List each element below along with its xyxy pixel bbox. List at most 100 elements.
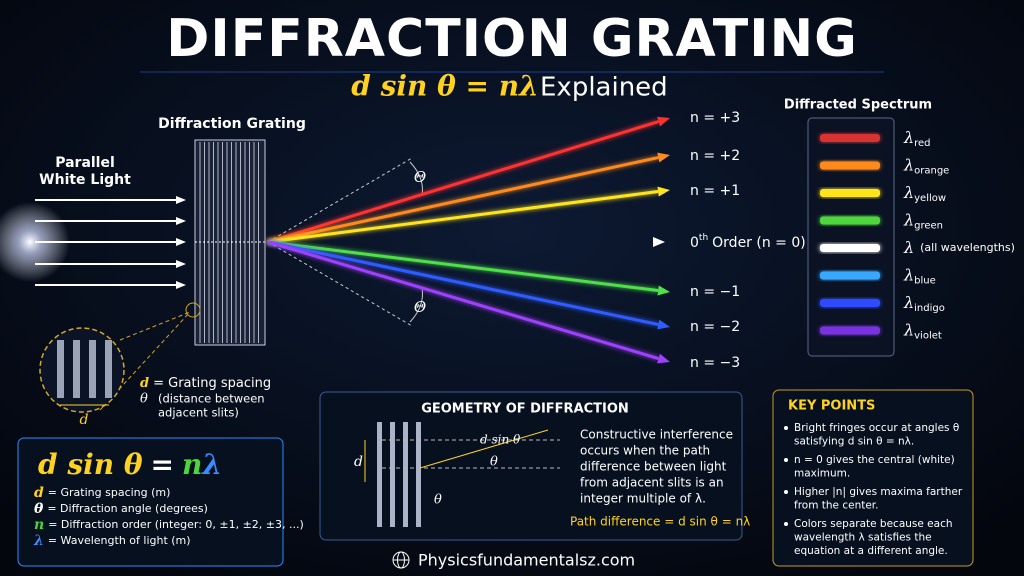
formula-lambda: λ	[201, 448, 222, 481]
order-label: n = −2	[690, 319, 740, 335]
key-point-line: wavelength λ satisfies the	[794, 532, 932, 544]
angle-guide	[267, 157, 413, 243]
subscript: indigo	[914, 303, 945, 314]
geometry-text: Constructive interference occurs when the…	[580, 428, 733, 506]
bullet	[784, 490, 788, 494]
slit	[105, 340, 112, 398]
formula-definitions: d = Grating spacing (m) θ = Diffraction ang…	[33, 485, 304, 549]
d-symbol: d	[140, 376, 149, 391]
angle-symbol: Θ	[414, 298, 426, 316]
spectrum-bar	[820, 244, 880, 252]
geometry-title: GEOMETRY OF DIFFRACTION	[421, 402, 629, 417]
definition-text: = Grating spacing (m)	[48, 486, 171, 499]
definition: n = Diffraction order (integer: 0, ±1, ±2…	[34, 517, 304, 533]
source-label: Parallel	[55, 155, 115, 171]
spectrum-label: λviolet	[903, 320, 942, 342]
spectrum-bar	[820, 326, 880, 335]
spectrum-bar	[820, 216, 880, 225]
inset-focus	[185, 302, 201, 318]
arrow-head	[176, 260, 186, 268]
slit	[73, 340, 80, 398]
definition-text: = Diffraction order (integer: 0, ±1, ±2,…	[48, 518, 304, 531]
geometry-path: d sin θ	[480, 433, 521, 447]
formula-box	[17, 437, 284, 567]
arrow-head	[176, 238, 186, 246]
geometry-angle: θ	[490, 455, 498, 470]
formula-n: n	[182, 448, 202, 481]
inset-slits	[57, 340, 112, 398]
spectrum-bar	[820, 299, 880, 307]
geometry-line: difference between light	[580, 460, 727, 474]
inset-note: adjacent slits)	[158, 406, 239, 420]
key-point-line: satisfying d sin θ = nλ.	[794, 436, 914, 448]
spacing-symbol: d	[80, 412, 89, 428]
arrow-head	[176, 281, 186, 289]
ray	[267, 240, 659, 361]
spectrum-label: λgreen	[903, 210, 943, 232]
spectrum-label: λ (all wavelengths)	[903, 238, 1015, 257]
lambda: λ	[903, 238, 914, 257]
ray-head	[653, 237, 665, 247]
slit	[89, 340, 96, 398]
ray-head	[657, 319, 670, 330]
subscript: orange	[914, 166, 949, 177]
geometry-slits	[377, 422, 421, 527]
spectrum-bar	[820, 134, 880, 142]
geometry-box	[319, 391, 743, 541]
zero-order-label: 0th Order (n = 0)	[690, 233, 806, 252]
lambda: λ	[903, 210, 914, 229]
slit	[416, 422, 421, 527]
key-point-line: n = 0 gives the central (white)	[794, 454, 955, 466]
spectrum-label: λorange	[903, 155, 949, 177]
lambda: λ	[903, 265, 914, 284]
inset-line: d = Grating spacing	[140, 376, 271, 391]
spectrum-label: λblue	[903, 265, 936, 287]
key-points-title: KEY POINTS	[788, 399, 875, 414]
slit	[377, 422, 382, 527]
definition-text: = Diffraction angle (degrees)	[47, 502, 208, 515]
bullet	[784, 458, 788, 462]
spectrum-label: λyellow	[903, 183, 946, 205]
key-point-line: Higher |n| gives maxima farther	[794, 486, 963, 498]
slit	[57, 340, 64, 398]
definition-symbol: n	[34, 517, 44, 533]
order-label: n = −1	[690, 284, 740, 300]
definition: θ = Diffraction angle (degrees)	[34, 501, 208, 517]
ray-head	[657, 353, 670, 364]
key-points-list: Bright fringes occur at angles θ satisfyi…	[784, 422, 963, 557]
subscript: blue	[914, 276, 936, 287]
geometry-angle: θ	[434, 493, 442, 508]
definition-symbol: θ	[34, 501, 44, 517]
ray-head	[657, 152, 670, 163]
order-label: n = +2	[690, 148, 740, 164]
angle-guide	[267, 241, 413, 327]
ray-head	[657, 285, 670, 296]
spectrum-bar	[820, 189, 880, 197]
grating	[194, 139, 266, 346]
geometry-ray	[419, 429, 549, 469]
slit	[403, 422, 408, 527]
key-point-line: Colors separate because each	[794, 518, 953, 530]
inset-connector	[119, 311, 191, 341]
arrow-head	[176, 217, 186, 225]
key-point-line: maximum.	[794, 468, 850, 480]
spectrum-bar	[820, 161, 880, 170]
ray	[267, 190, 659, 244]
subscript: red	[914, 138, 930, 149]
formula-eq: =	[151, 448, 174, 481]
order-label: n = +1	[690, 183, 740, 199]
angle-arc	[409, 287, 423, 323]
equation: d sin θ = nλ	[351, 70, 538, 103]
spectrum-title: Diffracted Spectrum	[784, 98, 932, 113]
footer-site: Physicsfundamentalsz.com	[418, 551, 635, 570]
light-source	[0, 202, 70, 282]
slit	[390, 422, 395, 527]
subscript: violet	[914, 331, 942, 342]
zero-number: 0	[690, 235, 699, 251]
geometry-d: d	[354, 454, 363, 470]
definition: λ = Wavelength of light (m)	[33, 533, 191, 549]
ray-head	[657, 116, 670, 127]
ray	[267, 240, 659, 293]
spectrum-box	[807, 117, 895, 357]
subscript: yellow	[914, 193, 946, 204]
